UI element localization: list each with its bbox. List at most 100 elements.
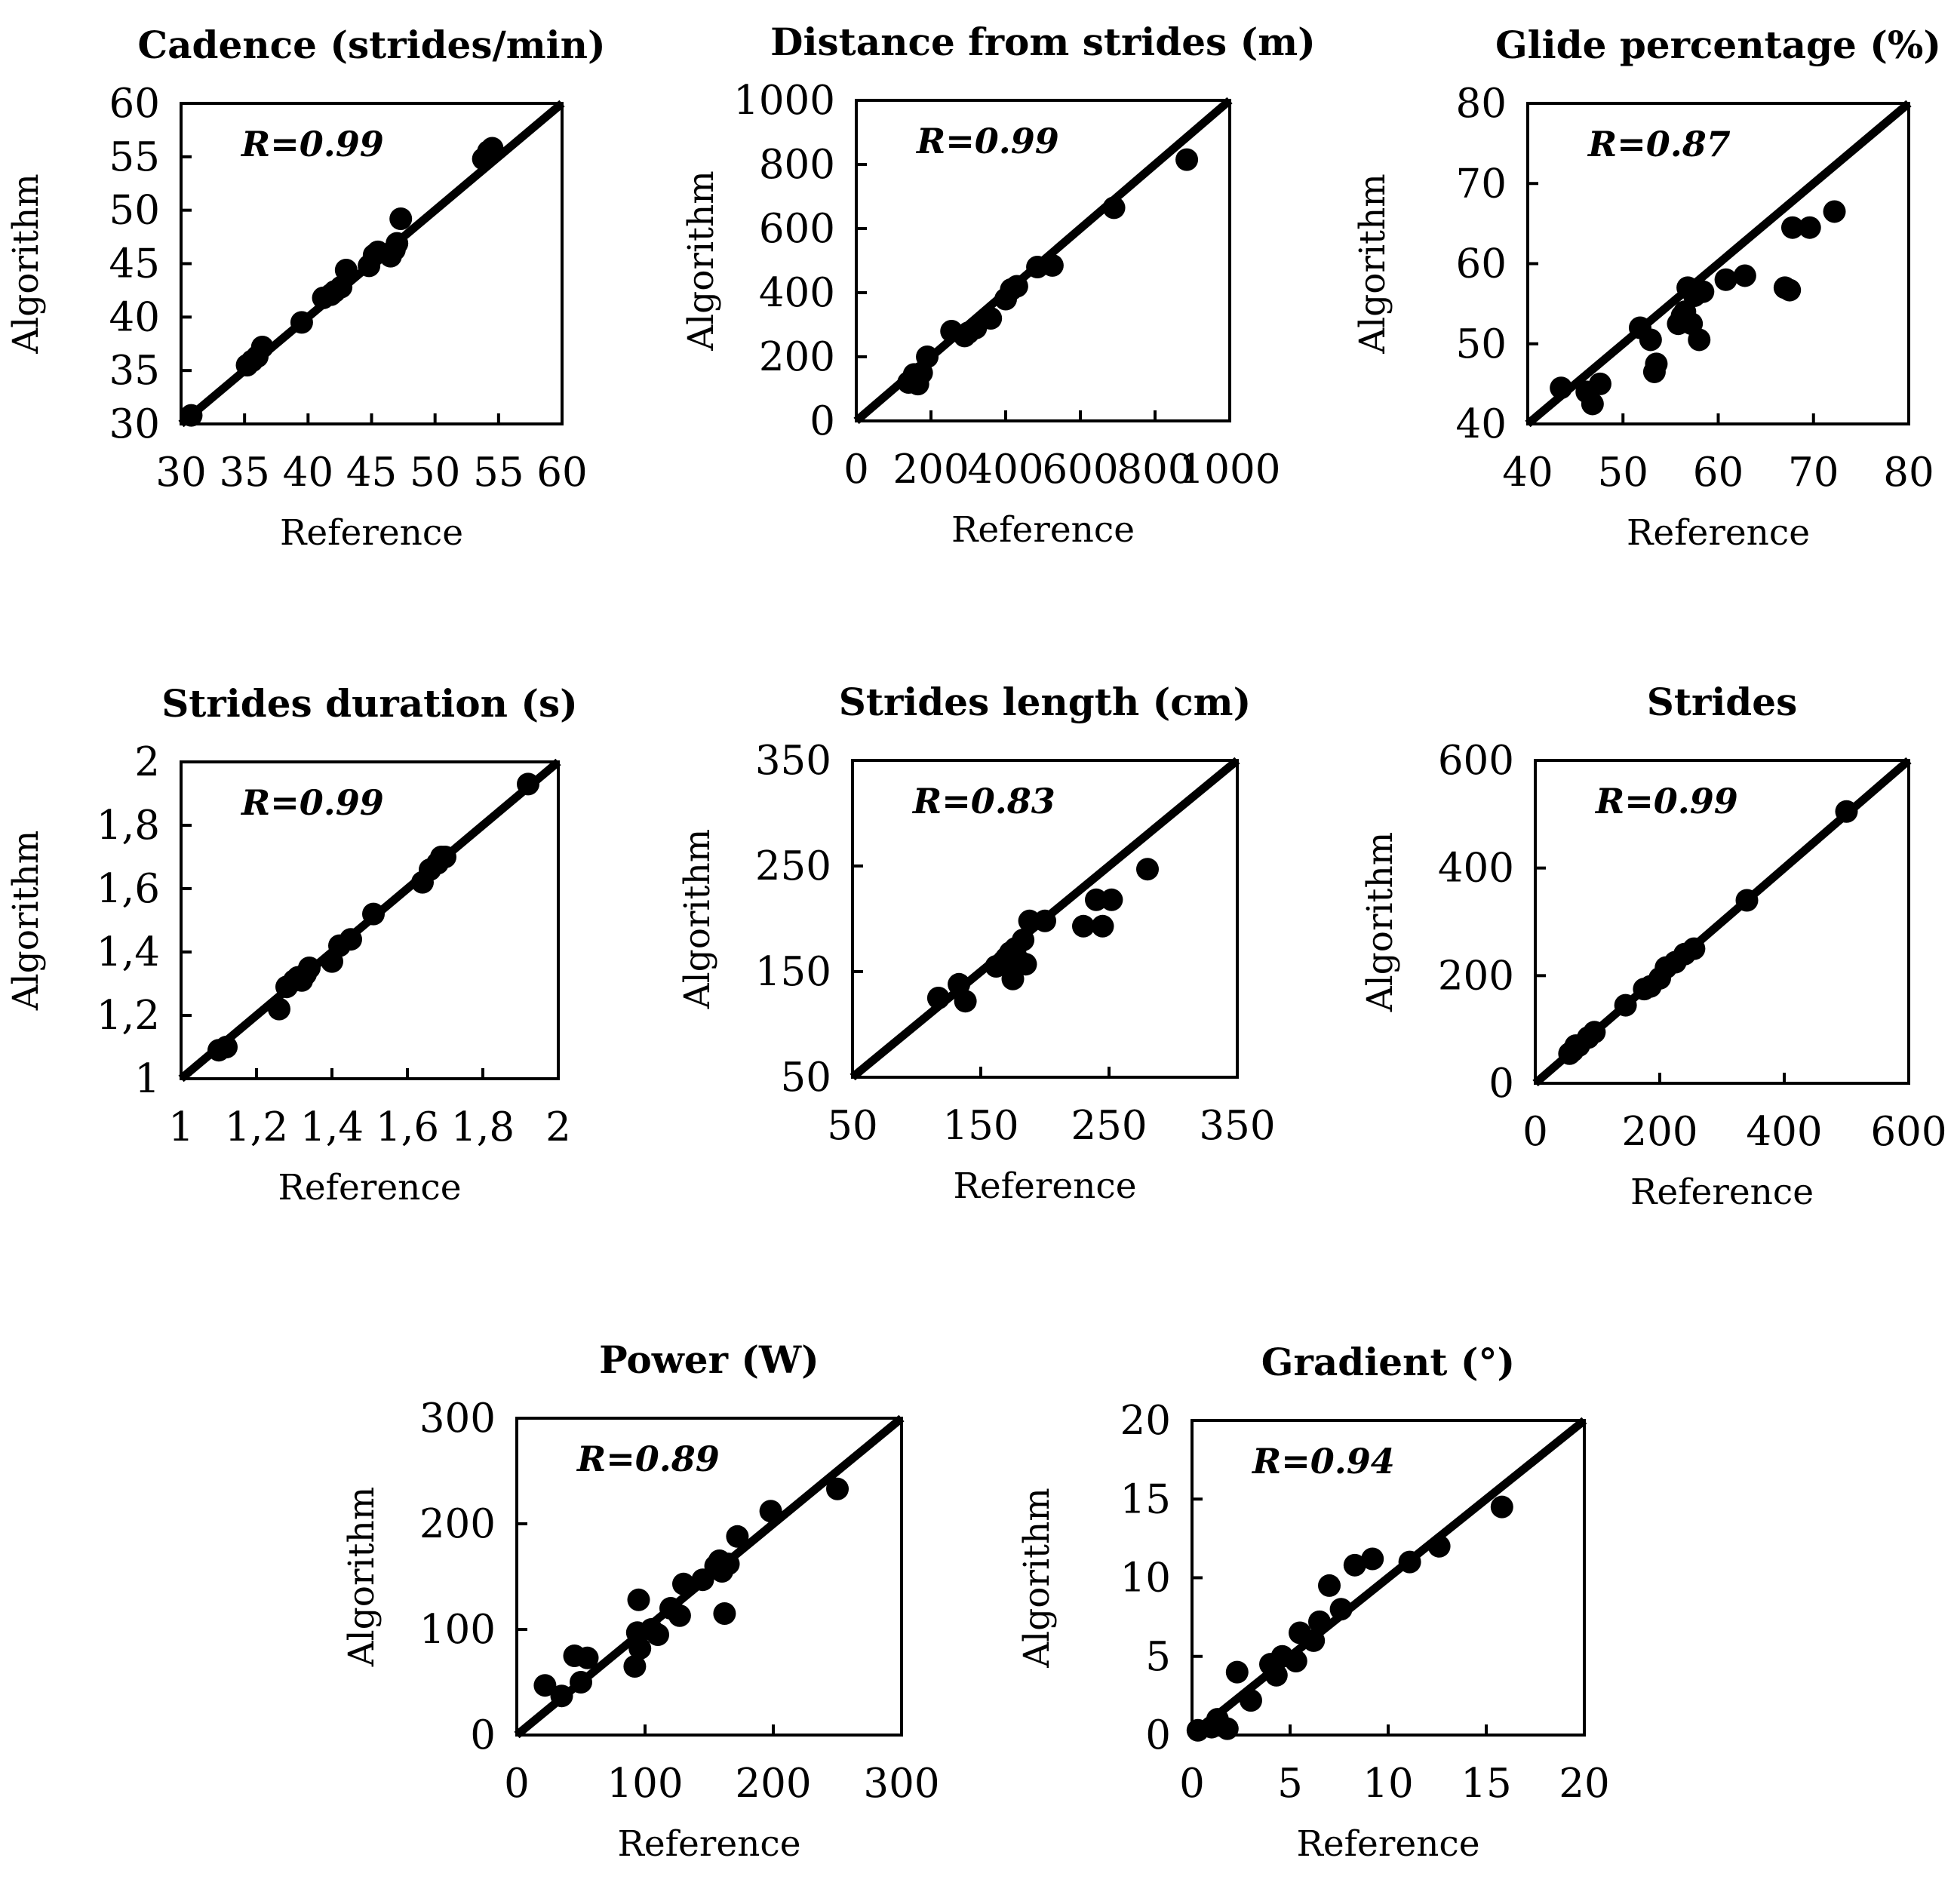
x-tick-label: 50 — [827, 1103, 877, 1149]
x-tick-label: 250 — [1071, 1103, 1147, 1149]
y-tick-label: 0 — [470, 1712, 496, 1758]
data-point — [1588, 372, 1611, 395]
y-tick-label: 2 — [134, 739, 160, 785]
identity-line — [1525, 100, 1912, 428]
y-tick-label: 40 — [1456, 401, 1507, 447]
correlation-label: R=0.99 — [1594, 781, 1738, 821]
data-point — [954, 990, 977, 1013]
data-point — [434, 846, 456, 868]
data-point — [1780, 216, 1804, 239]
data-point — [1550, 376, 1573, 400]
y-tick-label: 350 — [755, 738, 831, 784]
data-point — [389, 207, 413, 230]
x-tick-label: 800 — [1117, 447, 1193, 493]
y-tick-label: 100 — [419, 1607, 496, 1653]
data-point — [1798, 216, 1821, 239]
y-tick-label: 50 — [1456, 321, 1507, 367]
data-point — [1581, 392, 1604, 416]
data-point — [979, 307, 1003, 330]
data-point — [180, 404, 203, 427]
data-point — [726, 1525, 749, 1548]
x-axis-label: Reference — [953, 1165, 1136, 1207]
x-axis-label: Reference — [1630, 1172, 1814, 1213]
panel-7: Power (W) 00 100 100 200 200 300 300 R=0.89 Refer… — [341, 1337, 940, 1865]
data-point — [1091, 914, 1114, 938]
x-tick-label: 30 — [155, 450, 206, 496]
data-point — [298, 957, 321, 979]
y-tick-label: 70 — [1456, 161, 1507, 207]
identity-line — [1189, 1417, 1587, 1739]
data-point — [1302, 1629, 1326, 1652]
x-tick-label: 100 — [607, 1761, 683, 1807]
data-point — [334, 259, 358, 281]
data-point — [1012, 929, 1035, 951]
data-point — [290, 311, 313, 334]
data-point — [1639, 328, 1662, 352]
data-point — [1645, 352, 1668, 376]
panel-2: Distance from strides (m)002002004004006… — [681, 20, 1316, 551]
x-tick-label: 0 — [843, 447, 869, 493]
data-point — [672, 1572, 695, 1595]
y-tick-label: 50 — [781, 1055, 831, 1101]
y-tick-label: 1,4 — [97, 929, 160, 975]
data-point — [826, 1477, 849, 1500]
y-tick-label: 1000 — [733, 78, 835, 124]
data-point — [1688, 328, 1711, 352]
data-point — [1284, 1650, 1307, 1673]
panel-6: Strides 00 200 200 400 400 600 600 R=0.99 Referen… — [1360, 680, 1947, 1213]
data-point — [1682, 937, 1706, 960]
y-tick-label: 10 — [1120, 1555, 1171, 1602]
y-tick-label: 600 — [1438, 738, 1514, 784]
y-tick-label: 200 — [759, 334, 835, 380]
data-point — [1318, 1574, 1341, 1597]
y-tick-label: 80 — [1456, 81, 1507, 127]
x-tick-label: 150 — [942, 1103, 1018, 1149]
y-tick-label: 5 — [1145, 1634, 1171, 1680]
y-axis-label: Algorithm — [1352, 174, 1393, 355]
y-tick-label: 200 — [1438, 953, 1514, 999]
y-tick-label: 1,8 — [97, 803, 160, 849]
y-axis-label: Algorithm — [5, 174, 47, 355]
y-tick-label: 800 — [759, 142, 835, 188]
x-tick-label: 350 — [1199, 1103, 1275, 1149]
data-point — [570, 1671, 592, 1694]
x-tick-label: 40 — [1502, 450, 1553, 496]
data-point — [926, 987, 950, 1009]
data-point — [1691, 280, 1715, 303]
y-axis-label: Algorithm — [1360, 832, 1401, 1013]
data-point — [1735, 889, 1759, 912]
data-point — [1100, 888, 1123, 911]
x-tick-label: 300 — [863, 1761, 939, 1807]
panel-title: Cadence (strides/min) — [137, 23, 605, 67]
x-tick-label: 1 — [168, 1104, 194, 1150]
data-point — [1034, 909, 1056, 932]
data-point — [1823, 200, 1846, 223]
y-tick-label: 0 — [1145, 1712, 1171, 1758]
correlation-label: R=0.87 — [1587, 124, 1731, 164]
data-point — [1014, 953, 1037, 976]
x-tick-label: 1,6 — [376, 1104, 439, 1150]
data-point — [1264, 1663, 1288, 1687]
data-point — [1398, 1550, 1421, 1574]
y-tick-label: 150 — [755, 949, 831, 995]
data-point — [339, 928, 362, 951]
data-point — [1614, 993, 1637, 1017]
x-axis-label: Reference — [278, 1167, 461, 1208]
data-point — [1040, 253, 1064, 277]
x-tick-label: 0 — [1522, 1109, 1548, 1155]
x-tick-label: 400 — [1746, 1109, 1822, 1155]
x-tick-label: 5 — [1277, 1761, 1303, 1807]
y-tick-label: 1,6 — [97, 866, 160, 912]
data-point — [481, 137, 504, 160]
data-point — [628, 1637, 652, 1660]
x-tick-label: 10 — [1363, 1761, 1413, 1807]
correlation-label: R=0.99 — [240, 782, 384, 823]
y-tick-label: 600 — [759, 206, 835, 252]
y-tick-label: 45 — [109, 241, 160, 287]
data-point — [1001, 967, 1025, 990]
panel-title: Distance from strides (m) — [770, 20, 1316, 64]
data-point — [550, 1684, 573, 1708]
y-tick-label: 50 — [109, 188, 160, 234]
